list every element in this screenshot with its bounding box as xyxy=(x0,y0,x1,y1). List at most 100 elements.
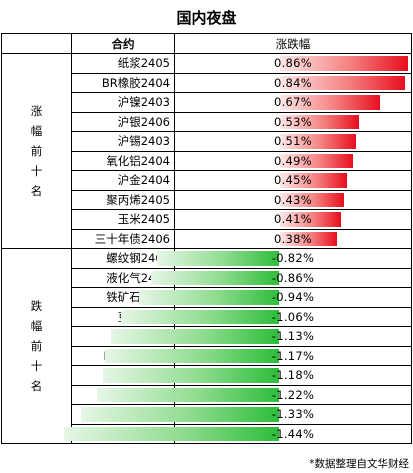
change-value: -1.17% xyxy=(271,348,315,363)
change-value: 0.43% xyxy=(273,192,313,207)
table-row: 液化气2403 -0.86% xyxy=(2,267,412,288)
table-row: 涨幅前十名纸浆2405 0.86% xyxy=(1,53,412,249)
change-value: 0.45% xyxy=(273,173,313,187)
loss-bar xyxy=(103,368,279,383)
table-row: BR橡胶2404 0.84% xyxy=(2,72,412,93)
gain-bar xyxy=(280,153,353,168)
table-body: 涨幅前十名纸浆2405 0.86% BR橡胶2404 0.84% 沪镍2403 0.67%… xyxy=(1,53,412,444)
table-row: 豆一2405-1.06% xyxy=(2,306,412,327)
gain-bar xyxy=(280,192,344,207)
table-row: 玻璃2405-1.18% xyxy=(2,365,412,386)
header-contract: 合约 xyxy=(71,33,175,54)
gain-bar xyxy=(280,114,359,129)
change-cell: 0.45% xyxy=(174,170,412,191)
change-value: -1.33% xyxy=(271,407,315,421)
change-value: -0.86% xyxy=(271,270,315,285)
change-value: 0.86% xyxy=(273,56,313,70)
loss-bar xyxy=(111,329,279,344)
table-row: 聚丙烯2405 0.43% xyxy=(2,189,412,210)
gain-bar xyxy=(280,95,380,110)
group-label-char: 前 xyxy=(30,339,43,353)
gain-bar xyxy=(280,56,408,71)
change-value: -1.44% xyxy=(271,426,315,441)
change-cell: -0.82% xyxy=(157,248,412,269)
change-cell: 0.53% xyxy=(174,111,412,132)
change-value: 0.41% xyxy=(273,212,313,226)
header-group-cell xyxy=(1,33,72,54)
change-cell: -1.44% xyxy=(64,423,412,444)
change-value: -0.94% xyxy=(271,290,315,304)
change-cell: 0.51% xyxy=(174,131,412,152)
table-row: 豆二2403-1.44% xyxy=(2,423,412,444)
change-value: -1.18% xyxy=(271,368,315,382)
gain-bar xyxy=(280,212,341,227)
table-row: 沪锡2403 0.51% xyxy=(2,131,412,152)
gain-bar xyxy=(280,134,356,149)
change-cell: 0.86% xyxy=(174,53,412,74)
gain-bar xyxy=(280,231,337,246)
change-cell: 0.38% xyxy=(174,228,412,249)
change-value: -0.82% xyxy=(271,251,315,265)
gainers-group-label: 涨幅前十名 xyxy=(1,53,72,249)
change-cell: -1.17% xyxy=(105,345,412,366)
contract-name: 三十年债2406 xyxy=(71,228,175,249)
change-value: 0.51% xyxy=(273,134,313,148)
change-cell: -1.33% xyxy=(81,404,412,425)
change-value: -1.22% xyxy=(271,387,315,402)
change-cell: -1.22% xyxy=(97,384,412,405)
change-cell: -1.13% xyxy=(111,326,412,347)
change-value: 0.84% xyxy=(273,75,313,90)
group-label-char: 幅 xyxy=(30,319,43,333)
change-value: 0.38% xyxy=(273,231,313,246)
gain-bar xyxy=(280,173,347,188)
group-label-char: 涨 xyxy=(30,104,43,118)
change-cell: -1.18% xyxy=(103,365,412,386)
table-row: 氧化铝2404 0.49% xyxy=(2,150,412,171)
change-value: 0.67% xyxy=(273,95,313,109)
table-header-row: 合约 涨跌幅 xyxy=(1,33,412,54)
group-label-char: 十 xyxy=(30,359,43,373)
change-value: 0.49% xyxy=(273,153,313,168)
gain-bar xyxy=(280,75,405,90)
group-label-char: 名 xyxy=(30,379,43,393)
table-row: 烧碱2405-1.33% xyxy=(2,404,412,425)
losers-group-label: 跌幅前十名 xyxy=(1,248,72,444)
contract-name: 沪镍2403 xyxy=(71,92,175,113)
group-label-char: 幅 xyxy=(30,124,43,138)
group-label-char: 前 xyxy=(30,144,43,158)
page-title: 国内夜盘 xyxy=(176,9,237,27)
group-label-char: 十 xyxy=(30,164,43,178)
contract-name: 聚丙烯2405 xyxy=(71,189,175,210)
change-cell: 0.43% xyxy=(174,189,412,210)
change-cell: 0.49% xyxy=(174,150,412,171)
contract-name: 玉米2405 xyxy=(71,209,175,230)
loss-bar xyxy=(97,387,279,402)
table-row: 三十年债2406 0.38% xyxy=(2,228,412,249)
loss-bar xyxy=(121,309,279,324)
contract-name: 沪锡2403 xyxy=(71,131,175,152)
loss-bar xyxy=(105,348,279,363)
contract-name: 氧化铝2404 xyxy=(71,150,175,171)
change-value: -1.06% xyxy=(271,309,315,324)
change-cell: 0.41% xyxy=(174,209,412,230)
group-label-char: 跌 xyxy=(30,299,43,313)
loss-bar xyxy=(151,270,279,285)
loss-bar xyxy=(64,426,279,441)
change-value: -1.13% xyxy=(271,329,315,343)
change-value: 0.53% xyxy=(273,114,313,129)
table-row: 跌幅前十名螺纹钢2405 -0.82% xyxy=(1,248,412,444)
loss-bar xyxy=(139,290,279,305)
loss-bar xyxy=(157,251,279,266)
change-cell: -0.94% xyxy=(139,287,412,308)
table-row: LU燃油2405-1.17% xyxy=(2,345,412,366)
contract-name: 纸浆2405 xyxy=(71,53,175,74)
change-cell: -1.06% xyxy=(121,306,412,327)
table-row: 沪金2404 0.45% xyxy=(2,170,412,191)
loss-bar xyxy=(81,407,279,422)
contract-name: 沪金2404 xyxy=(71,170,175,191)
contract-name: BR橡胶2404 xyxy=(71,72,175,93)
header-change: 涨跌幅 xyxy=(174,33,412,54)
source-footnote: *数据整理自文华财经 xyxy=(309,458,409,470)
change-cell: 0.67% xyxy=(174,92,412,113)
night-session-table: 合约 涨跌幅 涨幅前十名纸浆2405 0.86% BR橡胶2404 0.84% 沪镍24… xyxy=(1,33,412,444)
